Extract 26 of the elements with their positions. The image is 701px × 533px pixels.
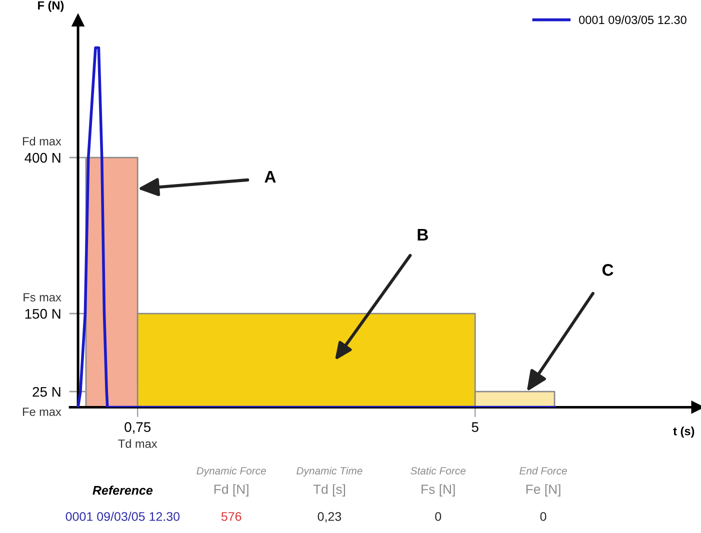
text: 576 [221, 512, 242, 521]
y-axis-title: F (N) [38, 0, 64, 12]
x-tick-label: 0,75 [124, 422, 151, 434]
x-tick-label: 5 [472, 422, 478, 432]
text: Dynamic Time Td [s] [296, 466, 362, 497]
y-tick-label: 25 N [32, 386, 60, 397]
text: Dynamic Force Fd [N] [196, 466, 266, 497]
y-tick-label: 400 N [24, 152, 60, 163]
text: 0001 09/03/05 12.30 [66, 512, 180, 521]
annotation: A [264, 170, 276, 182]
line-series [76, 46, 556, 408]
text: 0,23 [318, 512, 342, 522]
text: Fe max [22, 408, 62, 416]
text: Fs max [24, 293, 62, 302]
text: 0 [435, 512, 442, 521]
text: Fd max [22, 136, 62, 146]
y-tick-label: 150 N [25, 308, 60, 319]
annotation: C [602, 264, 614, 276]
text: 0 [540, 512, 546, 521]
text: Reference [92, 486, 153, 495]
text: Td max [118, 439, 158, 448]
text: End Force Fe [N] [520, 466, 567, 497]
text: Static Force Fs [N] [410, 466, 466, 497]
legend-label: 0001 09/03/05 12.30 [579, 15, 686, 24]
annotation: B [418, 229, 428, 240]
x-axis-title: t (s) [673, 426, 694, 438]
